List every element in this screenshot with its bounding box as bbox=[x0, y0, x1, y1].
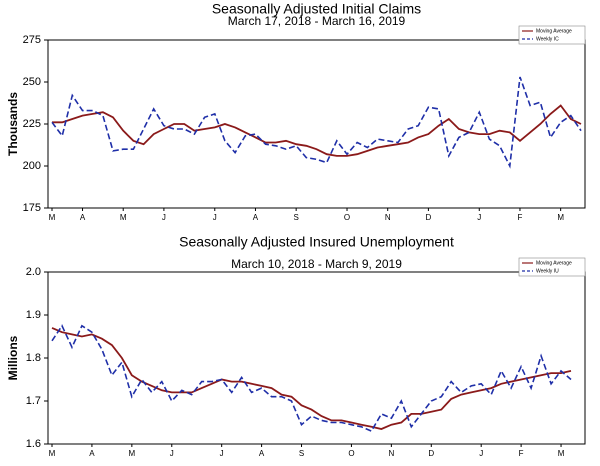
x-tick-label: M bbox=[558, 449, 565, 458]
x-tick-label: A bbox=[80, 213, 86, 222]
x-tick-label: M bbox=[557, 213, 564, 222]
legend-label: Weekly IC bbox=[536, 36, 559, 42]
x-tick-label: O bbox=[344, 213, 350, 222]
x-tick-label: M bbox=[129, 449, 136, 458]
y-axis-label: Millions bbox=[6, 335, 20, 380]
plot-frame bbox=[47, 39, 586, 209]
y-tick-label: 250 bbox=[23, 76, 41, 88]
x-tick-label: N bbox=[385, 213, 391, 222]
x-tick-label: M bbox=[49, 449, 56, 458]
chart-title: Seasonally Adjusted Insured Unemployment bbox=[179, 234, 454, 250]
x-tick-label: S bbox=[299, 449, 304, 458]
series-line bbox=[51, 327, 572, 430]
series-line bbox=[52, 104, 582, 157]
series-line bbox=[51, 76, 582, 169]
chart-subtitle: March 17, 2018 - March 16, 2019 bbox=[228, 14, 406, 28]
x-tick-label: S bbox=[293, 213, 298, 222]
x-tick-label: J bbox=[213, 213, 217, 222]
x-tick-label: A bbox=[259, 449, 265, 458]
y-tick-label: 175 bbox=[23, 202, 41, 214]
chart-title: Seasonally Adjusted Initial Claims bbox=[212, 1, 421, 17]
y-tick-label: 225 bbox=[23, 118, 41, 130]
y-tick-label: 275 bbox=[23, 34, 41, 46]
legend-box bbox=[518, 257, 586, 277]
x-tick-label: O bbox=[348, 449, 354, 458]
legend-label: Moving Average bbox=[536, 28, 572, 34]
x-tick-label: J bbox=[479, 449, 483, 458]
legend-box bbox=[518, 25, 586, 45]
y-tick-label: 200 bbox=[23, 160, 41, 172]
chart-subtitle: March 10, 2018 - March 9, 2019 bbox=[231, 257, 402, 271]
x-tick-label: A bbox=[253, 213, 259, 222]
y-tick-label: 1.6 bbox=[26, 438, 41, 450]
x-tick-label: D bbox=[426, 213, 432, 222]
x-tick-label: J bbox=[170, 449, 174, 458]
y-tick-label: 1.8 bbox=[26, 352, 41, 364]
x-tick-label: D bbox=[428, 449, 434, 458]
x-tick-label: F bbox=[518, 213, 523, 222]
x-tick-label: A bbox=[89, 449, 95, 458]
legend-label: Weekly IU bbox=[536, 268, 559, 274]
legend-label: Moving Average bbox=[536, 260, 572, 266]
x-tick-label: F bbox=[519, 449, 524, 458]
x-tick-label: J bbox=[162, 213, 166, 222]
x-tick-label: N bbox=[388, 449, 394, 458]
x-tick-label: M bbox=[120, 213, 127, 222]
x-tick-label: M bbox=[49, 213, 56, 222]
x-tick-label: J bbox=[220, 449, 224, 458]
y-tick-label: 1.9 bbox=[26, 309, 41, 321]
y-axis-label: Thousands bbox=[6, 92, 20, 156]
x-tick-label: J bbox=[477, 213, 481, 222]
y-tick-label: 2.0 bbox=[26, 266, 41, 278]
series-line bbox=[51, 324, 572, 433]
y-tick-label: 1.7 bbox=[26, 395, 41, 407]
